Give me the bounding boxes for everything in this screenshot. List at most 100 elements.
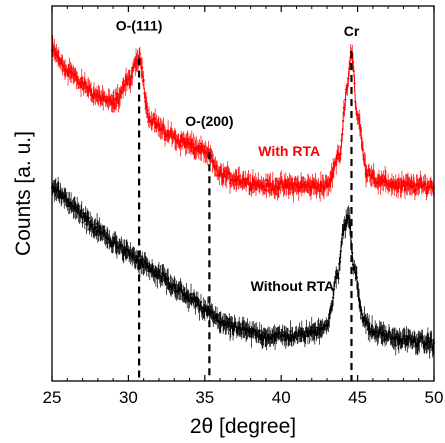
data-point — [261, 338, 264, 342]
data-point — [147, 264, 151, 267]
data-point — [273, 187, 277, 190]
data-point — [90, 225, 93, 228]
data-point — [263, 332, 266, 335]
data-point — [183, 139, 187, 142]
data-point — [319, 180, 323, 183]
data-point — [84, 212, 87, 215]
data-point — [402, 179, 405, 182]
data-point — [190, 140, 193, 143]
data-point — [366, 174, 369, 177]
data-point — [188, 299, 191, 302]
data-point — [215, 319, 218, 322]
data-point — [111, 102, 114, 105]
data-point — [310, 325, 313, 329]
data-point — [273, 339, 277, 342]
data-point — [192, 143, 195, 146]
data-point — [56, 189, 59, 192]
data-point — [263, 186, 266, 189]
data-point — [251, 178, 255, 181]
data-point — [254, 180, 257, 183]
data-point — [105, 97, 108, 101]
data-point — [59, 190, 62, 193]
data-point — [65, 69, 68, 72]
data-point — [182, 137, 185, 140]
data-point — [373, 177, 376, 180]
data-point — [97, 230, 100, 233]
data-point — [168, 134, 171, 137]
data-point — [384, 338, 387, 342]
data-point — [341, 133, 344, 136]
data-point — [222, 322, 225, 325]
data-point — [94, 226, 97, 229]
data-point — [314, 182, 317, 185]
data-point — [75, 210, 78, 213]
data-point — [314, 326, 317, 329]
data-point — [246, 327, 249, 330]
data-point — [348, 217, 351, 220]
data-point — [247, 176, 250, 179]
data-point — [409, 180, 413, 183]
data-point — [226, 321, 229, 324]
data-point — [367, 323, 371, 326]
data-point — [251, 327, 254, 330]
data-point — [231, 324, 234, 327]
data-point — [184, 297, 187, 300]
data-point — [82, 212, 85, 215]
data-point — [248, 328, 251, 331]
data-point — [129, 252, 132, 255]
data-point — [336, 273, 339, 276]
data-point — [121, 249, 125, 252]
data-point — [375, 331, 378, 334]
data-point — [89, 90, 93, 93]
data-point — [205, 309, 208, 312]
data-point — [88, 228, 91, 231]
data-point — [179, 145, 182, 148]
data-point — [186, 295, 190, 298]
data-point — [225, 176, 228, 179]
data-point — [102, 98, 105, 101]
data-point — [143, 92, 146, 95]
data-point — [258, 186, 261, 189]
data-point — [425, 343, 428, 346]
data-point — [295, 331, 298, 335]
data-point — [396, 187, 400, 190]
data-point — [191, 145, 194, 148]
data-point — [377, 182, 380, 186]
data-point — [154, 125, 158, 129]
data-point — [264, 336, 268, 340]
data-point — [421, 335, 424, 338]
data-point — [228, 181, 232, 185]
data-point — [299, 180, 303, 183]
data-point — [90, 93, 93, 97]
data-point — [135, 255, 138, 258]
data-point — [244, 183, 248, 186]
data-point — [95, 222, 99, 225]
data-point — [88, 85, 91, 88]
data-point — [218, 174, 221, 177]
data-point — [79, 82, 82, 85]
data-point — [113, 107, 116, 110]
data-point — [325, 180, 328, 183]
data-point — [160, 279, 163, 282]
data-point — [131, 255, 134, 259]
data-point — [230, 321, 233, 324]
data-point — [223, 320, 226, 323]
data-point — [403, 334, 406, 337]
data-point — [167, 282, 170, 285]
data-point — [102, 230, 106, 233]
data-point — [118, 96, 122, 99]
data-point — [428, 346, 431, 349]
data-point — [222, 324, 225, 327]
data-point — [328, 178, 332, 181]
data-point — [355, 113, 358, 117]
data-point — [153, 121, 156, 124]
data-point — [64, 195, 67, 199]
y-axis-label: Counts [a. u.] — [12, 131, 35, 256]
data-point — [262, 184, 265, 187]
data-point — [129, 83, 132, 86]
data-point — [200, 150, 203, 153]
data-point — [332, 168, 336, 171]
data-point — [121, 251, 124, 254]
data-point — [275, 185, 278, 188]
data-point — [340, 139, 343, 142]
